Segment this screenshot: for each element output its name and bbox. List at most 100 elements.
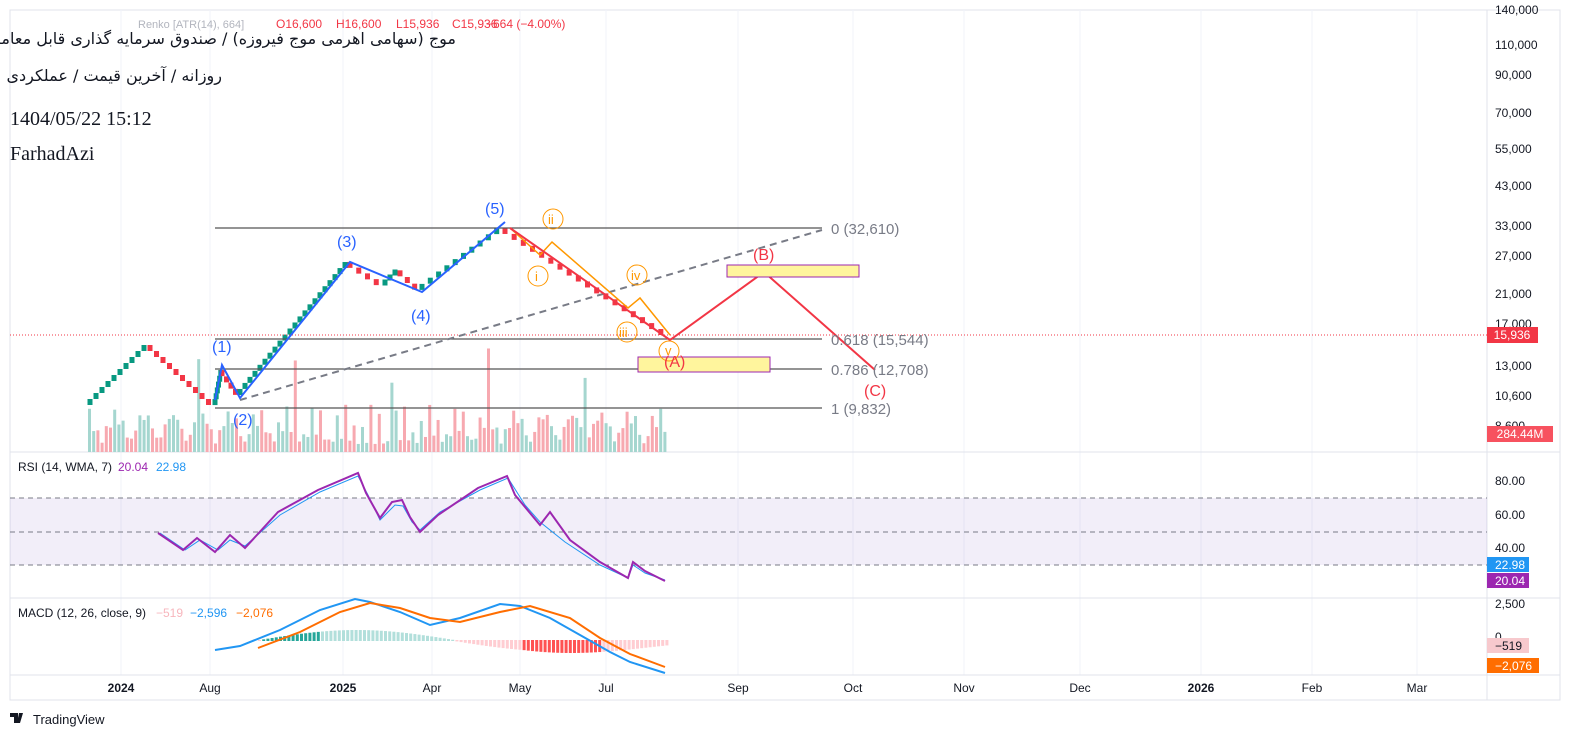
- volume-bar: [663, 431, 667, 452]
- volume-bar: [92, 431, 96, 452]
- volume-bar: [226, 411, 230, 452]
- time-axis-label: Mar: [1407, 681, 1428, 695]
- volume-bar: [314, 434, 318, 452]
- price-axis-label: 13,000: [1495, 359, 1532, 373]
- macd-signal: [257, 601, 666, 668]
- badge: [1487, 557, 1529, 572]
- hist-bar: [484, 640, 488, 646]
- logo: [10, 713, 23, 723]
- volume-bar: [520, 418, 524, 452]
- volume-badge: 284.44M: [1497, 427, 1544, 441]
- hist-bar: [421, 635, 425, 641]
- volume-bar: [159, 437, 163, 452]
- macd-value: −519: [156, 606, 183, 620]
- hist-bar: [564, 640, 568, 653]
- volume-bar: [369, 404, 373, 452]
- wave-label: v: [665, 343, 672, 358]
- volume-bar: [134, 430, 138, 452]
- rsi-levels: [10, 497, 1487, 566]
- hist-bar: [274, 637, 278, 641]
- brick: [436, 271, 442, 278]
- brick: [247, 376, 253, 383]
- time-axis-label: Apr: [423, 681, 442, 695]
- volume-bar: [197, 359, 201, 452]
- brick: [342, 262, 348, 269]
- brick: [224, 376, 229, 383]
- volume-bar: [155, 437, 159, 452]
- brick: [147, 345, 153, 351]
- brick: [404, 277, 410, 283]
- macd-axis-label: 0: [1495, 630, 1502, 644]
- volume-bar: [512, 410, 516, 452]
- abc-line: [509, 227, 876, 371]
- hist-bar: [510, 640, 513, 649]
- volume-bar: [508, 427, 511, 452]
- volume-bar: [533, 431, 537, 452]
- hist-bar: [526, 640, 530, 651]
- price-axis-label: 140,000: [1495, 3, 1539, 17]
- volume-bar: [621, 428, 625, 452]
- rsi-value: 20.04: [118, 460, 148, 474]
- hist-bar: [392, 631, 396, 641]
- rsi-axis-label: 40.00: [1495, 541, 1525, 555]
- fib-label: 0.786 (12,708): [831, 362, 929, 379]
- volume-bar: [96, 430, 100, 452]
- hist-bar: [468, 640, 471, 644]
- volume-bar: [109, 427, 112, 452]
- hist-bar: [262, 639, 266, 641]
- time-axis-label: Oct: [844, 681, 863, 695]
- volume-bar: [403, 406, 406, 452]
- hist-bar: [417, 634, 421, 641]
- hist-bar: [636, 640, 639, 649]
- hist-bar: [568, 640, 572, 653]
- volume-bar: [306, 436, 310, 452]
- price-axis-label: 33,000: [1495, 219, 1532, 233]
- brick: [337, 268, 343, 275]
- brick: [111, 375, 117, 381]
- volume-bar: [377, 413, 381, 452]
- subwave-line: [509, 227, 671, 336]
- volume-bar: [474, 438, 478, 452]
- volume-bar: [470, 439, 474, 452]
- hist-bar: [493, 640, 497, 648]
- volume-bar: [361, 426, 364, 452]
- macd-axis-label: 2,500: [1495, 597, 1525, 611]
- brick: [99, 387, 105, 393]
- macd-value: −2,596: [190, 606, 227, 620]
- hist-bar: [442, 638, 446, 641]
- volume-bar: [466, 436, 469, 452]
- grid: [120, 10, 1418, 675]
- brick: [154, 351, 159, 357]
- brick: [317, 292, 323, 299]
- brick: [186, 381, 192, 387]
- price-axis-label: 90,000: [1495, 68, 1532, 82]
- volume-bar: [230, 423, 234, 452]
- brick: [520, 239, 526, 246]
- brick: [123, 363, 129, 369]
- hist-bar: [447, 639, 450, 641]
- volume-bar: [176, 419, 180, 452]
- volume-bar: [180, 428, 184, 452]
- hist-bar: [602, 640, 606, 652]
- hist-bar: [497, 640, 501, 648]
- volume-bar: [117, 424, 121, 452]
- brick: [297, 316, 303, 323]
- volume: [88, 348, 667, 452]
- brick: [267, 352, 273, 359]
- volume-bar: [625, 411, 629, 452]
- brick: [160, 357, 166, 363]
- time-axis-label: Feb: [1302, 681, 1323, 695]
- volume-bar: [428, 404, 432, 452]
- volume-bar: [482, 427, 486, 452]
- volume-bar: [537, 417, 541, 452]
- brick: [173, 369, 179, 375]
- hist-bar: [657, 640, 660, 647]
- volume-bar: [138, 415, 142, 452]
- wave-label: i: [535, 269, 538, 284]
- frame: [9, 9, 1561, 701]
- brick: [228, 382, 234, 389]
- rsi-axis-label: 60.00: [1495, 508, 1525, 522]
- wave-label: (A): [664, 354, 685, 371]
- brick: [327, 280, 333, 287]
